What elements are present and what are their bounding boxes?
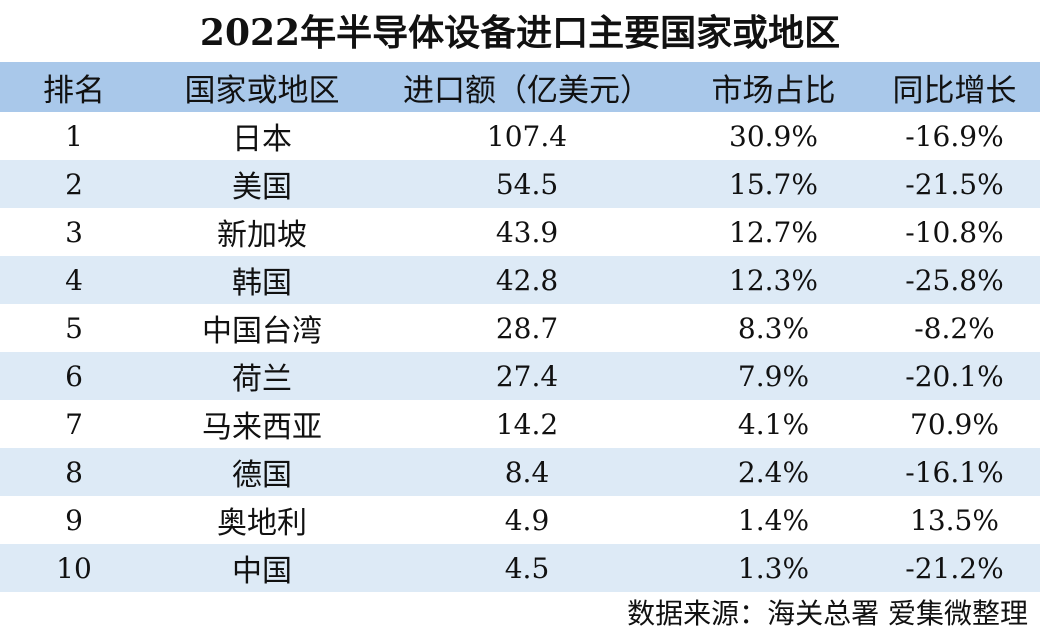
table-row: 10 中国 4.5 1.3% -21.2%: [0, 544, 1040, 592]
yoy-growth-cell: -16.9%: [905, 119, 1004, 153]
import-table: 排名 国家或地区 进口额（亿美元） 市场占比 同比增长 1 日本 107.4 3…: [0, 62, 1040, 592]
header-market-share: 市场占比: [711, 72, 836, 109]
table-title: 2022年半导体设备进口主要国家或地区: [199, 12, 841, 54]
import-value-cell: 8.4: [504, 455, 550, 489]
rank-cell: 3: [65, 215, 83, 249]
market-share-cell: 2.4%: [737, 455, 810, 489]
rank-cell: 4: [65, 263, 83, 297]
source-note: 数据来源：海关总署 爱集微整理: [627, 597, 1028, 630]
rank-cell: 6: [65, 359, 83, 393]
rank-cell: 8: [65, 455, 83, 489]
rank-cell: 7: [65, 407, 83, 441]
table-row: 8 德国 8.4 2.4% -16.1%: [0, 448, 1040, 496]
country-cell: 韩国: [232, 266, 292, 301]
market-share-cell: 1.3%: [737, 551, 810, 585]
import-value-cell: 42.8: [495, 263, 559, 297]
country-cell: 马来西亚: [202, 410, 322, 445]
country-cell: 荷兰: [232, 362, 292, 397]
table-row: 9 奥地利 4.9 1.4% 13.5%: [0, 496, 1040, 544]
market-share-cell: 4.1%: [737, 407, 810, 441]
header-country: 国家或地区: [184, 72, 340, 109]
yoy-growth-cell: 70.9%: [910, 407, 999, 441]
market-share-cell: 1.4%: [737, 503, 810, 537]
table-row: 5 中国台湾 28.7 8.3% -8.2%: [0, 304, 1040, 352]
table-row: 3 新加坡 43.9 12.7% -10.8%: [0, 208, 1040, 256]
country-cell: 中国: [232, 554, 292, 589]
yoy-growth-cell: -20.1%: [905, 359, 1004, 393]
yoy-growth-cell: -25.8%: [905, 263, 1004, 297]
header-rank: 排名: [43, 72, 105, 109]
table-row: 6 荷兰 27.4 7.9% -20.1%: [0, 352, 1040, 400]
import-value-cell: 107.4: [486, 119, 568, 153]
yoy-growth-cell: -16.1%: [905, 455, 1004, 489]
rank-cell: 5: [65, 311, 83, 345]
country-cell: 日本: [232, 122, 292, 157]
import-value-cell: 28.7: [495, 311, 559, 345]
header-row: 排名 国家或地区 进口额（亿美元） 市场占比 同比增长: [0, 62, 1040, 112]
country-cell: 奥地利: [217, 506, 307, 541]
rank-cell: 2: [65, 167, 83, 201]
market-share-cell: 12.7%: [729, 215, 818, 249]
table-row: 1 日本 107.4 30.9% -16.9%: [0, 112, 1040, 160]
yoy-growth-cell: -21.5%: [905, 167, 1004, 201]
rank-cell: 9: [65, 503, 83, 537]
table-row: 4 韩国 42.8 12.3% -25.8%: [0, 256, 1040, 304]
import-value-cell: 27.4: [495, 359, 559, 393]
import-value-cell: 43.9: [495, 215, 559, 249]
table-row: 7 马来西亚 14.2 4.1% 70.9%: [0, 400, 1040, 448]
country-cell: 德国: [232, 458, 292, 493]
header-yoy-growth: 同比增长: [892, 72, 1017, 109]
import-value-cell: 4.9: [504, 503, 550, 537]
import-value-cell: 54.5: [495, 167, 559, 201]
rank-cell: 10: [56, 551, 92, 585]
table-row: 2 美国 54.5 15.7% -21.5%: [0, 160, 1040, 208]
market-share-cell: 15.7%: [729, 167, 818, 201]
yoy-growth-cell: -10.8%: [905, 215, 1004, 249]
yoy-growth-cell: -8.2%: [914, 311, 995, 345]
market-share-cell: 30.9%: [729, 119, 818, 153]
rank-cell: 1: [65, 119, 83, 153]
market-share-cell: 7.9%: [737, 359, 810, 393]
country-cell: 中国台湾: [202, 314, 322, 349]
country-cell: 新加坡: [217, 218, 307, 253]
yoy-growth-cell: 13.5%: [910, 503, 999, 537]
market-share-cell: 8.3%: [737, 311, 810, 345]
market-share-cell: 12.3%: [729, 263, 818, 297]
country-cell: 美国: [232, 170, 292, 205]
import-value-cell: 14.2: [495, 407, 559, 441]
yoy-growth-cell: -21.2%: [905, 551, 1004, 585]
import-value-cell: 4.5: [504, 551, 550, 585]
header-import-value: 进口额（亿美元）: [403, 72, 651, 109]
